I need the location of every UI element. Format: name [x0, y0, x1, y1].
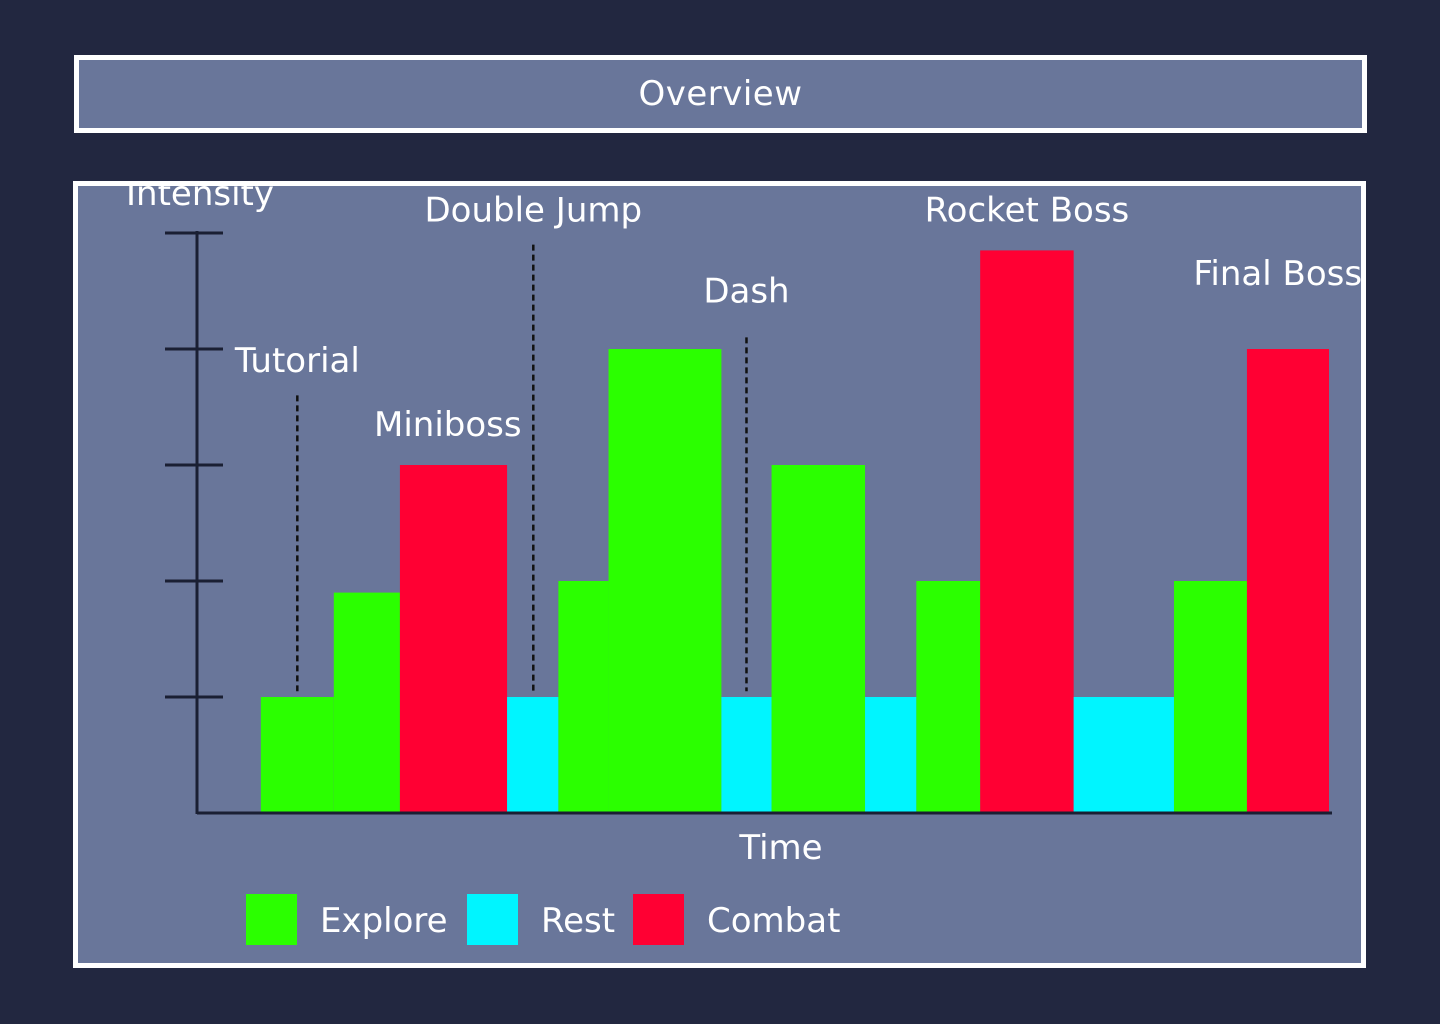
annotation-rocket-boss: Rocket Boss — [925, 190, 1130, 230]
pacing-chart: Tutorial Miniboss Double Jump Dash Rocket Bo… — [126, 186, 1361, 945]
legend-swatch-combat — [633, 894, 684, 945]
bar-rest-9 — [865, 697, 917, 813]
annotation-dash: Dash — [703, 272, 789, 312]
bar-rest-4 — [507, 697, 559, 813]
bar-rest-7 — [721, 697, 772, 813]
bar-rest-12 — [1073, 697, 1174, 813]
bar-explore-2 — [333, 592, 400, 813]
bar-explore-1 — [260, 697, 334, 813]
bar-explore-8 — [771, 465, 866, 813]
legend: Explore Rest Combat — [246, 894, 840, 945]
legend-swatch-rest — [467, 894, 518, 945]
bar-explore-6 — [608, 349, 722, 813]
annotation-miniboss: Miniboss — [374, 405, 522, 445]
bar-combat-14 — [1246, 349, 1330, 813]
title-bar: Overview — [74, 55, 1367, 133]
annotation-final-boss: Final Boss — [1193, 254, 1361, 294]
x-axis-label: Time — [738, 828, 822, 868]
legend-swatch-explore — [246, 894, 297, 945]
bar-explore-10 — [916, 581, 981, 813]
legend-label-rest: Rest — [541, 901, 615, 941]
legend-label-explore: Explore — [320, 901, 448, 941]
y-axis-label: Intensity — [126, 186, 274, 214]
chart-panel: Tutorial Miniboss Double Jump Dash Rocket Bo… — [73, 181, 1366, 968]
bar-explore-5 — [558, 581, 609, 813]
annotation-double-jump: Double Jump — [425, 190, 643, 230]
bar-explore-13 — [1173, 581, 1247, 813]
bar-combat-3 — [399, 465, 508, 813]
page-title: Overview — [638, 74, 803, 114]
bar-combat-11 — [980, 250, 1074, 813]
annotation-tutorial: Tutorial — [234, 341, 360, 381]
legend-label-combat: Combat — [707, 901, 840, 941]
